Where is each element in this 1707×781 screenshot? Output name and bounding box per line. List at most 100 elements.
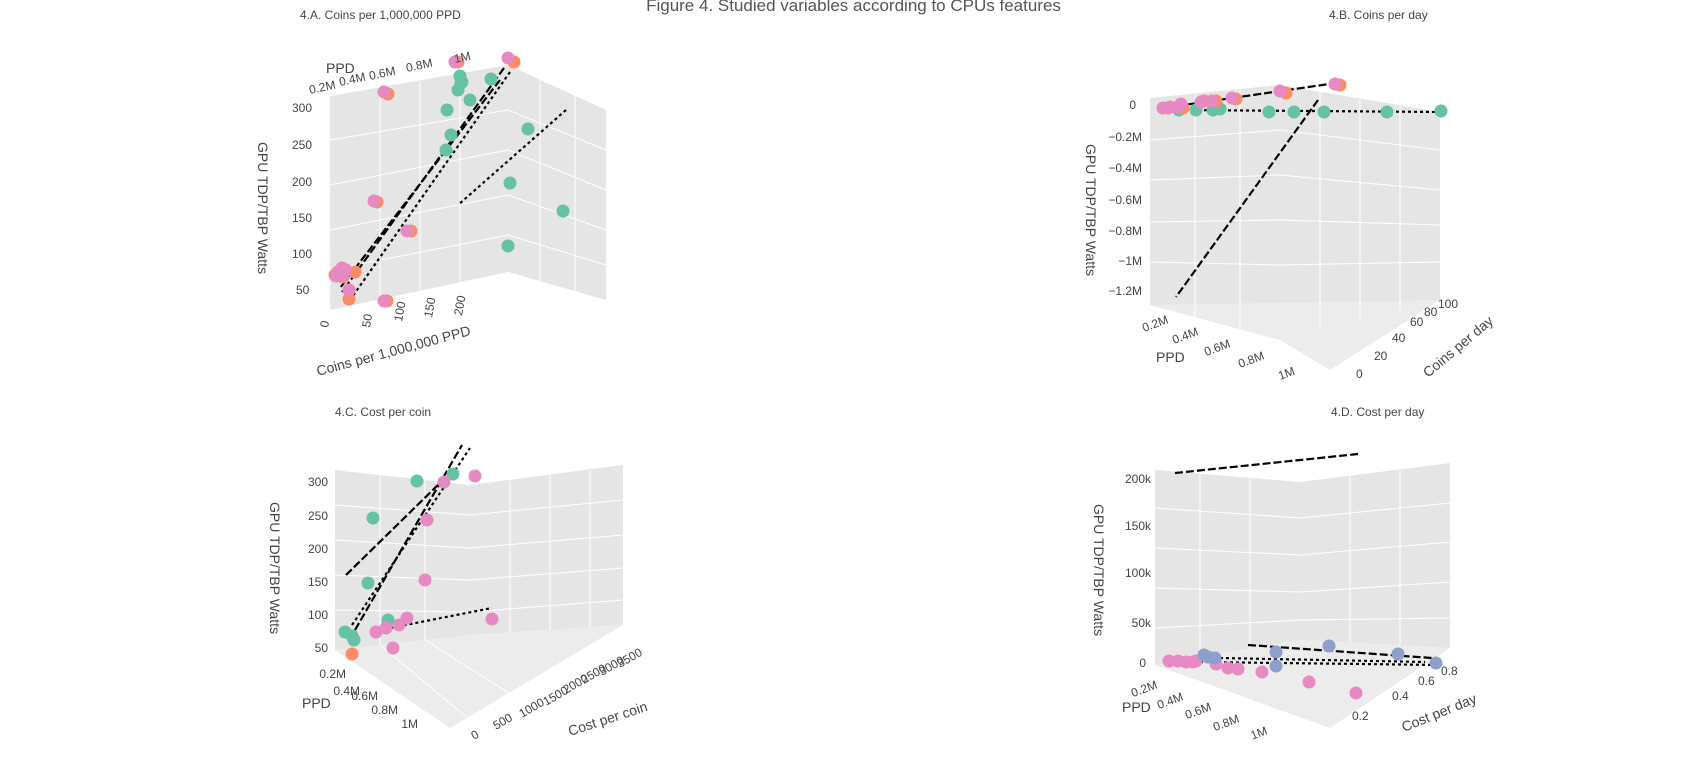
panel-d-point-blue[interactable] (1269, 645, 1283, 659)
panel-d-point-blue[interactable] (1269, 659, 1283, 673)
panel-b-z-tick: −0.8M (1108, 224, 1142, 238)
panel-b-z-label: GPU TDP/TBP Watts (1083, 144, 1099, 276)
panel-c-point-green[interactable] (361, 576, 375, 590)
panel-b-point-pink[interactable] (1328, 77, 1342, 91)
panel-b-z-tick: −1.2M (1108, 284, 1142, 298)
panel-b-point-green[interactable] (1380, 105, 1394, 119)
panel-a-point-pink[interactable] (448, 55, 462, 69)
panel-b-point-green[interactable] (1317, 105, 1331, 119)
panel-b-y-tick: 80 (1424, 305, 1438, 319)
panel-a-point-green[interactable] (463, 93, 477, 107)
panel-a-z-ticks: 50 100 150 200 250 300 (292, 101, 312, 297)
panel-d-x-tick: 0.8M (1211, 712, 1241, 734)
panel-b-point-green[interactable] (1287, 105, 1301, 119)
panel-a-point-pink[interactable] (501, 51, 515, 65)
panel-d-point-pink[interactable] (1221, 661, 1235, 675)
panel-a-y-tick: 0.8M (405, 56, 434, 75)
panel-b-points (1156, 77, 1448, 119)
panel-d-point-pink[interactable] (1231, 662, 1245, 676)
panel-c-point-pink[interactable] (437, 475, 451, 489)
panel-c-x-tick: 0.8M (371, 703, 398, 717)
panel-c-point-pink[interactable] (400, 611, 414, 625)
panel-a-point-green[interactable] (440, 103, 454, 117)
panel-d-z-tick: 200k (1125, 472, 1152, 486)
panel-c-z-ticks: 50 100 150 200 250 300 (308, 475, 328, 655)
panel-b-point-pink[interactable] (1205, 94, 1219, 108)
panel-a-point-pink[interactable] (377, 85, 391, 99)
panel-d-y-label: Cost per day (1399, 690, 1479, 735)
panel-c-x-tick: 1M (401, 717, 418, 731)
panel-a-point-green[interactable] (503, 176, 517, 190)
panel-a-point-green[interactable] (444, 128, 458, 142)
panel-c-point-pink[interactable] (418, 573, 432, 587)
panel-d-point-blue[interactable] (1208, 651, 1222, 665)
panel-d-point-pink[interactable] (1349, 686, 1363, 700)
panel-d-point-blue[interactable] (1322, 639, 1336, 653)
panel-a-point-orange[interactable] (342, 292, 356, 306)
panel-b-point-pink[interactable] (1225, 91, 1239, 105)
panel-a-point-green[interactable] (556, 204, 570, 218)
panel-c-point-green[interactable] (366, 511, 380, 525)
panel-a-point-green[interactable] (439, 143, 453, 157)
panel-a-point-pink[interactable] (335, 261, 349, 275)
panel-a-y-ticks: 0.2M 0.4M 0.6M 0.8M 1M (308, 49, 472, 97)
panel-a-point-green[interactable] (501, 239, 515, 253)
panel-b-z-tick: −0.6M (1108, 193, 1142, 207)
panel-a-point-pink[interactable] (400, 224, 414, 238)
panel-d-points (1162, 639, 1443, 700)
panel-d-point-blue[interactable] (1391, 647, 1405, 661)
panel-b-point-pink[interactable] (1194, 95, 1208, 109)
panel-a-points (328, 51, 570, 308)
panel-c-z-tick: 50 (315, 641, 329, 655)
panel-a-y-label: PPD (326, 60, 355, 76)
panel-a-point-pink[interactable] (367, 194, 381, 208)
panel-c-point-green[interactable] (410, 474, 424, 488)
panel-c-z-tick: 200 (308, 542, 328, 556)
panel-a-point-green[interactable] (484, 72, 498, 86)
panel-c-x-label: PPD (302, 695, 331, 711)
panel-c-point-green[interactable] (347, 633, 361, 647)
panel-c-point-pink[interactable] (420, 513, 434, 527)
panel-b-fit-line (1175, 99, 1319, 298)
panel-a-point-green[interactable] (521, 122, 535, 136)
panel-a-x-ticks: 0 50 100 150 200 (317, 294, 468, 328)
panel-d-fit-line (1219, 656, 1426, 664)
panel-a-x-tick: 50 (359, 313, 375, 329)
panel-b-point-green[interactable] (1262, 105, 1276, 119)
panel-a-point-pink[interactable] (342, 283, 356, 297)
panel-b-point-pink[interactable] (1273, 84, 1287, 98)
panel-b-point-pink[interactable] (1174, 97, 1188, 111)
panel-a-z-tick: 250 (292, 138, 312, 152)
panel-d-fit-line (1199, 660, 1441, 667)
panel-d-point-pink[interactable] (1302, 675, 1316, 689)
panel-c-point-pink[interactable] (386, 641, 400, 655)
panel-d-title: 4.D. Cost per day (1331, 405, 1425, 419)
panel-c-point-pink[interactable] (369, 625, 383, 639)
panel-a-y-tick: 0.4M (338, 70, 367, 89)
panel-b-point-green[interactable] (1434, 104, 1448, 118)
panel-b-y-tick: 60 (1410, 315, 1424, 329)
panel-d-point-pink[interactable] (1255, 665, 1269, 679)
panel-d-z-tick: 0 (1139, 656, 1146, 670)
panel-c-point-green[interactable] (446, 467, 460, 481)
panel-a-point-green[interactable] (453, 69, 467, 83)
panel-d-z-ticks: 0 50k 100k 150k 200k (1125, 472, 1152, 670)
panel-c-point-orange[interactable] (345, 647, 359, 661)
panel-b-x-label: PPD (1156, 349, 1185, 365)
panel-b-back-pane-left (1150, 85, 1280, 340)
panel-b-z-tick: −0.2M (1108, 130, 1142, 144)
panel-a-z-tick: 50 (296, 283, 310, 297)
panel-c-point-pink[interactable] (468, 469, 482, 483)
panel-d-point-pink[interactable] (1162, 654, 1176, 668)
panel-a-fit-line (349, 71, 511, 301)
panel-c-point-pink[interactable] (485, 612, 499, 626)
panel-d-point-blue[interactable] (1429, 656, 1443, 670)
panel-a-point-pink[interactable] (377, 294, 391, 308)
panel-d-x-tick: 0.4M (1155, 690, 1185, 712)
panel-d-y-tick: 0.8 (1441, 664, 1458, 678)
panel-c-point-pink[interactable] (379, 621, 393, 635)
